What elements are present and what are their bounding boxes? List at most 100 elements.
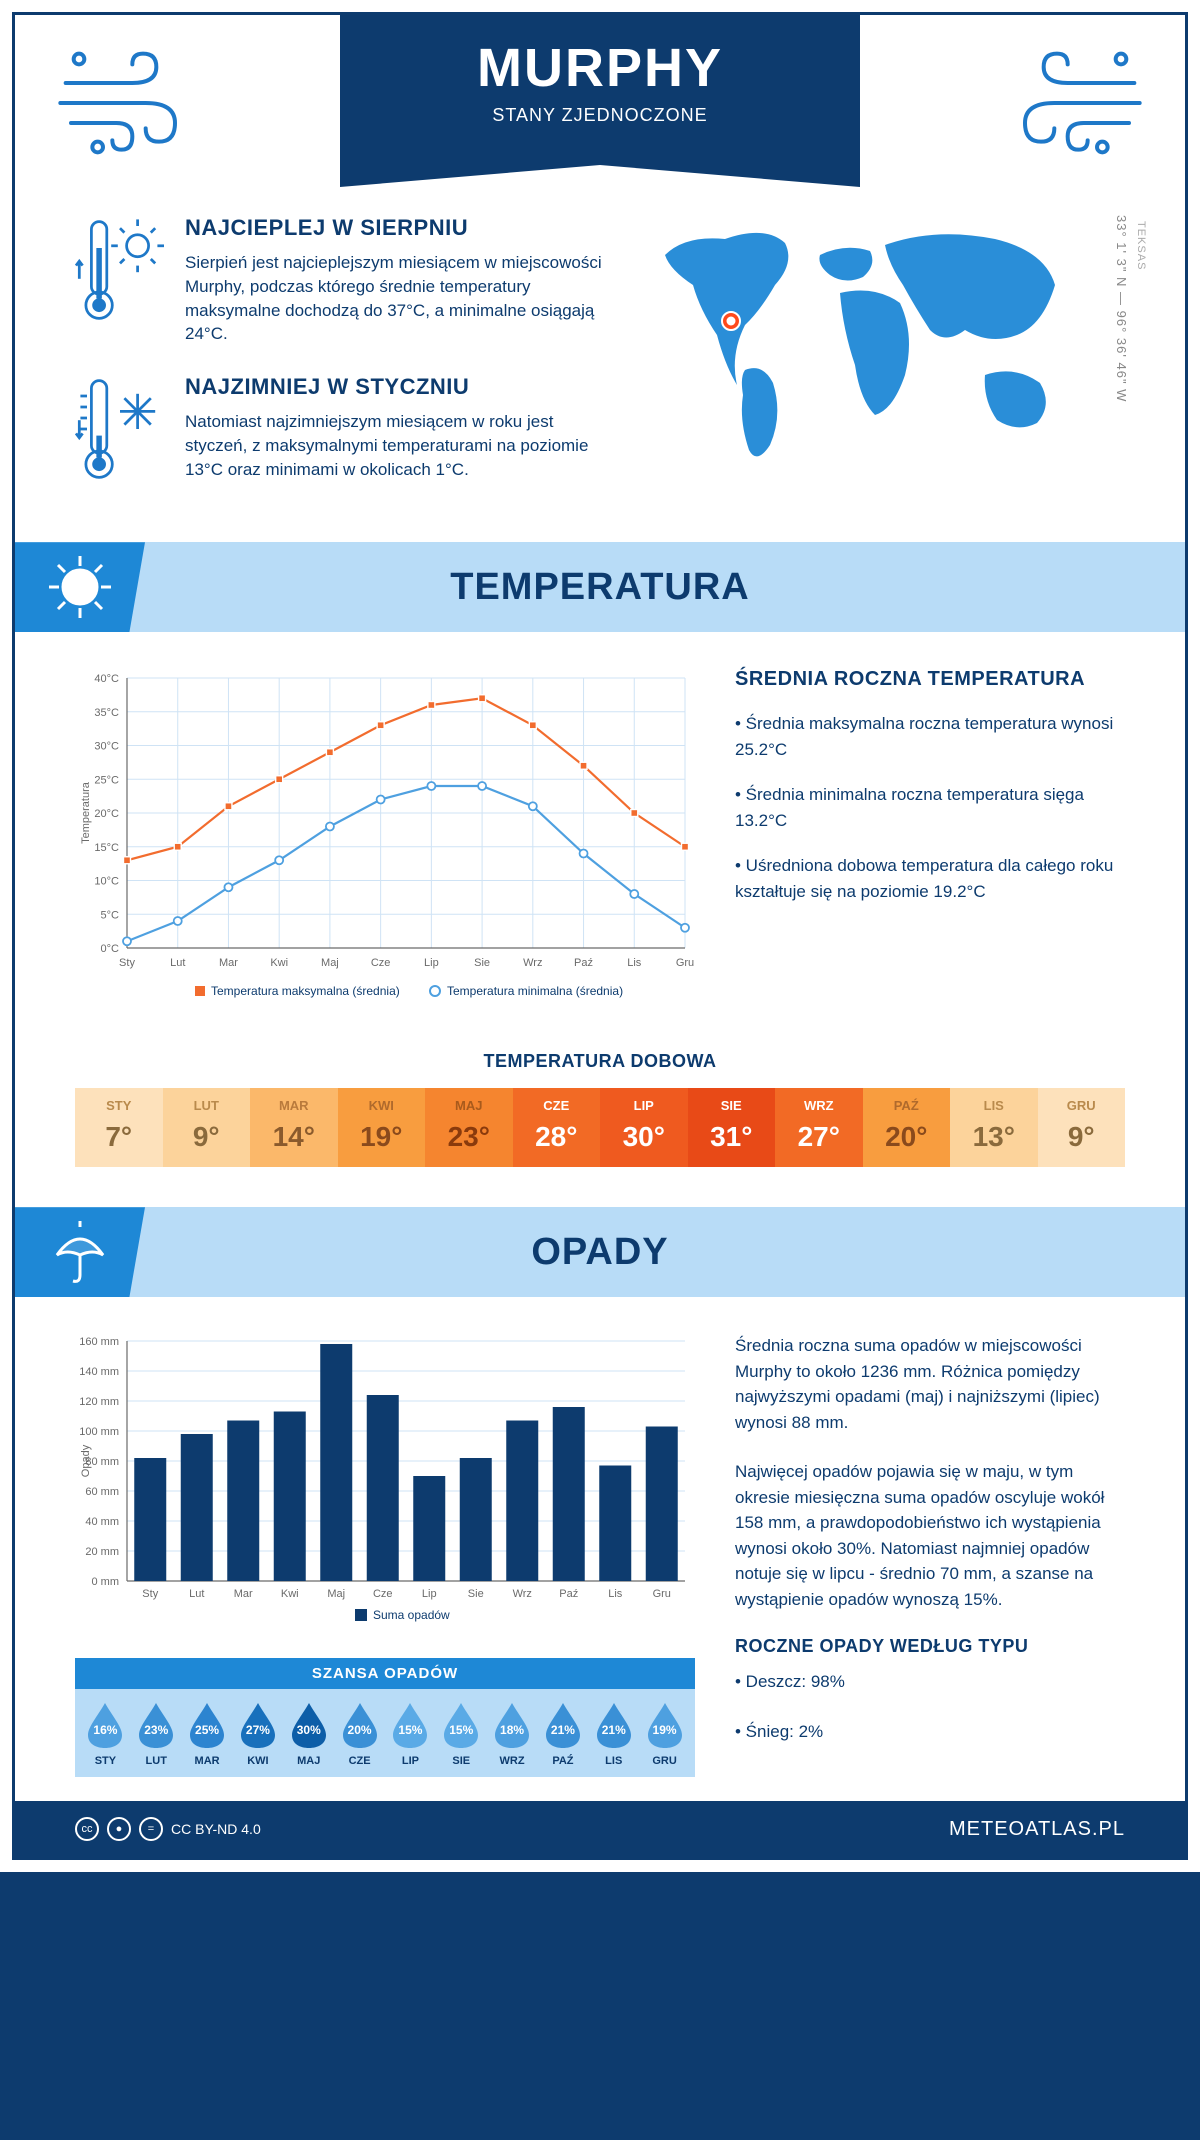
region-label: TEKSAS [1135, 221, 1147, 270]
daily-cell: GRU9° [1038, 1088, 1126, 1167]
warmest-block: NAJCIEPLEJ W SIERPNIU Sierpień jest najc… [75, 215, 605, 346]
coordinates: 33° 1' 3" N — 96° 36' 46" W [1114, 215, 1129, 402]
temperature-title: TEMPERATURA [145, 566, 1185, 609]
svg-text:Lut: Lut [189, 1588, 204, 1600]
svg-text:Gru: Gru [676, 957, 694, 969]
umbrella-icon [45, 1217, 115, 1287]
svg-text:Maj: Maj [321, 957, 339, 969]
svg-text:Mar: Mar [219, 957, 238, 969]
svg-text:Gru: Gru [653, 1588, 671, 1600]
header: MURPHY STANY ZJEDNOCZONE [15, 15, 1185, 205]
thermometer-snow-icon [75, 374, 165, 484]
svg-text:Opady: Opady [80, 1444, 92, 1477]
map-area: TEKSAS 33° 1' 3" N — 96° 36' 46" W [645, 215, 1125, 512]
svg-text:Lip: Lip [422, 1588, 437, 1600]
daily-cell: KWI19° [338, 1088, 426, 1167]
svg-text:Kwi: Kwi [270, 957, 288, 969]
chance-cell: 15%SIE [437, 1701, 486, 1767]
precipitation-header: OPADY [15, 1207, 1185, 1297]
svg-text:120 mm: 120 mm [79, 1396, 119, 1408]
svg-text:20°C: 20°C [94, 808, 119, 820]
daily-temp-title: TEMPERATURA DOBOWA [15, 1051, 1185, 1072]
wind-icon-right [1011, 43, 1151, 163]
sun-icon [45, 552, 115, 622]
svg-text:Lip: Lip [424, 957, 439, 969]
svg-text:Kwi: Kwi [281, 1588, 299, 1600]
daily-cell: LUT9° [163, 1088, 251, 1167]
svg-text:40 mm: 40 mm [85, 1516, 119, 1528]
precip-type2: • Śnieg: 2% [735, 1719, 1125, 1745]
chance-title: SZANSA OPADÓW [75, 1658, 695, 1689]
svg-text:40°C: 40°C [94, 673, 119, 685]
precip-p1: Średnia roczna suma opadów w miejscowośc… [735, 1333, 1125, 1435]
daily-cell: LIP30° [600, 1088, 688, 1167]
precipitation-title: OPADY [145, 1231, 1185, 1274]
chance-cell: 27%KWI [233, 1701, 282, 1767]
precip-p2: Najwięcej opadów pojawia się w maju, w t… [735, 1459, 1125, 1612]
precip-chance-table: SZANSA OPADÓW 16%STY23%LUT25%MAR27%KWI30… [75, 1658, 695, 1777]
chance-cell: 15%LIP [386, 1701, 435, 1767]
svg-text:Cze: Cze [371, 957, 391, 969]
svg-text:160 mm: 160 mm [79, 1336, 119, 1348]
svg-text:0°C: 0°C [101, 943, 120, 955]
svg-text:Mar: Mar [234, 1588, 253, 1600]
precipitation-chart: 0 mm20 mm40 mm60 mm80 mm100 mm120 mm140 … [75, 1333, 695, 1638]
chance-cell: 19%GRU [640, 1701, 689, 1767]
svg-text:140 mm: 140 mm [79, 1366, 119, 1378]
warmest-title: NAJCIEPLEJ W SIERPNIU [185, 215, 605, 241]
svg-text:Lis: Lis [627, 957, 642, 969]
chance-cell: 18%WRZ [488, 1701, 537, 1767]
chance-cell: 21%LIS [589, 1701, 638, 1767]
avg-temp-title: ŚREDNIA ROCZNA TEMPERATURA [735, 668, 1125, 691]
avg-temp-p3: • Uśredniona dobowa temperatura dla całe… [735, 853, 1125, 904]
world-map-icon [645, 215, 1075, 475]
footer: cc ● = CC BY-ND 4.0 METEOATLAS.PL [15, 1801, 1185, 1857]
svg-text:Sie: Sie [468, 1588, 484, 1600]
svg-text:25°C: 25°C [94, 774, 119, 786]
daily-cell: MAR14° [250, 1088, 338, 1167]
by-icon: ● [107, 1817, 131, 1841]
avg-temp-p1: • Średnia maksymalna roczna temperatura … [735, 711, 1125, 762]
svg-text:100 mm: 100 mm [79, 1426, 119, 1438]
intro-section: NAJCIEPLEJ W SIERPNIU Sierpień jest najc… [15, 205, 1185, 542]
temperature-header: TEMPERATURA [15, 542, 1185, 632]
svg-text:60 mm: 60 mm [85, 1486, 119, 1498]
warmest-text: Sierpień jest najcieplejszym miesiącem w… [185, 251, 605, 346]
chance-cell: 30%MAJ [284, 1701, 333, 1767]
chance-cell: 20%CZE [335, 1701, 384, 1767]
chance-cell: 21%PAŹ [538, 1701, 587, 1767]
svg-text:Temperatura maksymalna (średni: Temperatura maksymalna (średnia) [211, 984, 400, 998]
daily-temp-grid: STY7°LUT9°MAR14°KWI19°MAJ23°CZE28°LIP30°… [75, 1088, 1125, 1167]
country-name: STANY ZJEDNOCZONE [340, 105, 860, 126]
svg-text:Wrz: Wrz [523, 957, 542, 969]
daily-cell: SIE31° [688, 1088, 776, 1167]
svg-text:5°C: 5°C [101, 909, 120, 921]
avg-temp-p2: • Średnia minimalna roczna temperatura s… [735, 782, 1125, 833]
coldest-text: Natomiast najzimniejszym miesiącem w rok… [185, 410, 605, 481]
svg-text:15°C: 15°C [94, 842, 119, 854]
precip-type-title: ROCZNE OPADY WEDŁUG TYPU [735, 1636, 1125, 1657]
svg-text:Sie: Sie [474, 957, 490, 969]
svg-text:Sty: Sty [119, 957, 135, 969]
brand-name: METEOATLAS.PL [949, 1818, 1125, 1841]
cc-icon: cc [75, 1817, 99, 1841]
precipitation-summary: Średnia roczna suma opadów w miejscowośc… [735, 1333, 1125, 1777]
chance-cell: 16%STY [81, 1701, 130, 1767]
temperature-summary: ŚREDNIA ROCZNA TEMPERATURA • Średnia mak… [735, 668, 1125, 1013]
svg-text:Lis: Lis [608, 1588, 623, 1600]
daily-cell: MAJ23° [425, 1088, 513, 1167]
license-block: cc ● = CC BY-ND 4.0 [75, 1817, 261, 1841]
city-name: MURPHY [340, 37, 860, 99]
svg-text:Cze: Cze [373, 1588, 393, 1600]
svg-text:Paź: Paź [559, 1588, 578, 1600]
svg-text:35°C: 35°C [94, 707, 119, 719]
svg-text:0 mm: 0 mm [92, 1576, 120, 1588]
svg-text:Temperatura minimalna (średnia: Temperatura minimalna (średnia) [447, 984, 623, 998]
daily-cell: PAŹ20° [863, 1088, 951, 1167]
svg-text:Temperatura: Temperatura [80, 781, 92, 844]
chance-cell: 23%LUT [132, 1701, 181, 1767]
license-text: CC BY-ND 4.0 [171, 1821, 261, 1837]
temperature-chart: 0°C5°C10°C15°C20°C25°C30°C35°C40°CStyLut… [75, 668, 695, 1013]
daily-cell: LIS13° [950, 1088, 1038, 1167]
thermometer-sun-icon [75, 215, 165, 325]
